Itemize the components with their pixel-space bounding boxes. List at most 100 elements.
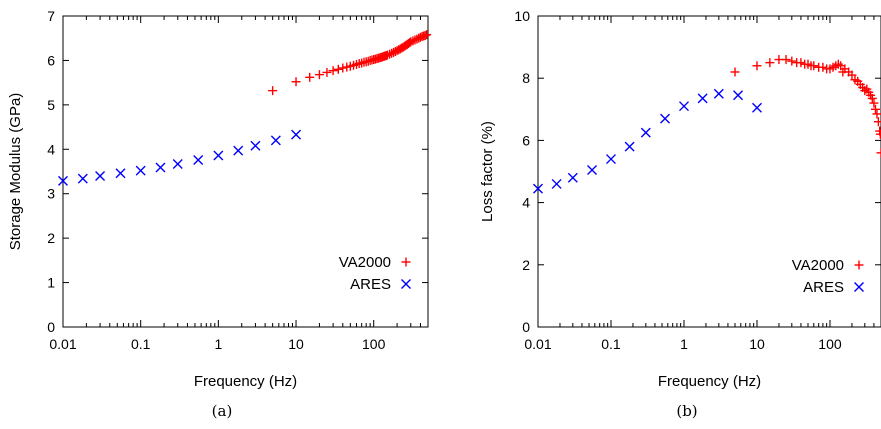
x-tick-label: 0.1 xyxy=(601,336,621,352)
y-tick-label: 7 xyxy=(47,8,55,24)
data-point xyxy=(172,158,183,169)
data-point xyxy=(787,56,797,66)
series-va2000 xyxy=(268,30,432,96)
marker-stroke xyxy=(713,88,724,99)
data-point xyxy=(809,61,819,71)
data-point xyxy=(233,145,244,156)
legend-label: ARES xyxy=(350,276,391,293)
chart-panel-1: 0 1 2 3 4 5 6 7 0.01 0.1 1 10 100 Frequency (Hz) Stora… xyxy=(7,8,432,420)
data-point xyxy=(333,64,343,74)
y-tick-label: 5 xyxy=(47,97,55,113)
marker-stroke xyxy=(193,154,204,165)
series-ares xyxy=(58,129,302,186)
x-tick-label: 10 xyxy=(749,336,765,352)
marker-stroke xyxy=(733,90,744,101)
plot-frame xyxy=(537,15,881,328)
y-tick-label: 8 xyxy=(522,70,530,86)
marker-stroke xyxy=(624,141,635,152)
marker-stroke xyxy=(291,129,302,140)
marker-stroke xyxy=(678,101,689,112)
y-axis-label: Loss factor (%) xyxy=(479,121,496,222)
marker-stroke xyxy=(751,102,762,113)
data-point xyxy=(115,168,126,179)
data-point xyxy=(363,56,373,66)
data-point xyxy=(876,148,881,158)
data-point xyxy=(408,36,418,46)
data-point xyxy=(420,31,430,41)
marker-stroke xyxy=(660,113,671,124)
data-point xyxy=(551,178,562,189)
data-point xyxy=(328,66,338,76)
data-point xyxy=(860,86,870,96)
data-point xyxy=(135,165,146,176)
figure-caption: (b) xyxy=(676,402,697,420)
data-point xyxy=(322,67,332,77)
marker-stroke xyxy=(213,150,224,161)
y-tick-label: 0 xyxy=(522,319,530,335)
data-point xyxy=(406,37,416,47)
plot-frame xyxy=(62,15,429,328)
marker-stroke xyxy=(605,154,616,165)
data-point xyxy=(58,175,68,186)
x-tick-label: 1 xyxy=(214,336,222,352)
marker-stroke xyxy=(58,175,68,186)
x-tick-label: 100 xyxy=(818,336,842,352)
marker-stroke xyxy=(697,93,708,104)
y-tick-label: 1 xyxy=(47,275,55,291)
series-va2000 xyxy=(730,55,881,158)
y-tick-label: 6 xyxy=(47,52,55,68)
figure-caption: (a) xyxy=(212,402,233,420)
data-point xyxy=(869,98,879,108)
data-point xyxy=(567,172,578,183)
data-point xyxy=(796,58,806,68)
data-point xyxy=(875,129,881,139)
data-point xyxy=(873,117,881,127)
marker-stroke xyxy=(270,135,281,146)
data-point xyxy=(678,101,689,112)
y-tick-label: 10 xyxy=(514,8,530,24)
data-point xyxy=(314,70,324,80)
marker-stroke xyxy=(587,164,598,175)
data-point xyxy=(291,77,301,87)
data-point xyxy=(213,150,224,161)
x-tick-label: 10 xyxy=(288,336,304,352)
data-point xyxy=(250,140,261,151)
data-point xyxy=(155,162,166,173)
x-tick-label: 1 xyxy=(680,336,688,352)
y-tick-label: 2 xyxy=(522,257,530,273)
marker-stroke xyxy=(77,173,88,184)
y-tick-label: 2 xyxy=(47,230,55,246)
data-point xyxy=(752,61,762,71)
marker-stroke xyxy=(115,168,126,179)
x-axis-label: Frequency (Hz) xyxy=(658,373,761,390)
data-point xyxy=(382,50,392,60)
data-point xyxy=(533,183,543,194)
data-point xyxy=(410,35,420,45)
marker-stroke xyxy=(533,183,543,194)
data-point xyxy=(870,104,880,114)
data-point xyxy=(305,72,315,82)
data-point xyxy=(872,109,881,119)
marker-stroke xyxy=(567,172,578,183)
data-point xyxy=(847,70,857,80)
data-point xyxy=(730,67,740,77)
data-point xyxy=(268,86,278,96)
x-tick-label: 0.1 xyxy=(131,336,151,352)
marker-stroke xyxy=(155,162,166,173)
marker-stroke xyxy=(640,127,651,138)
marker-stroke xyxy=(135,165,146,176)
data-point xyxy=(713,88,724,99)
marker-stroke xyxy=(172,158,183,169)
marker-stroke xyxy=(401,279,411,289)
data-point xyxy=(338,63,348,73)
data-point xyxy=(660,113,671,124)
series-ares xyxy=(533,88,762,194)
y-tick-label: 3 xyxy=(47,186,55,202)
data-point xyxy=(385,49,395,59)
data-point xyxy=(818,62,828,72)
legend-label: ARES xyxy=(803,279,844,296)
data-point xyxy=(291,129,302,140)
legend-entry-ares: ARES xyxy=(803,279,864,296)
x-tick-label: 0.01 xyxy=(524,336,551,352)
data-point xyxy=(751,102,762,113)
